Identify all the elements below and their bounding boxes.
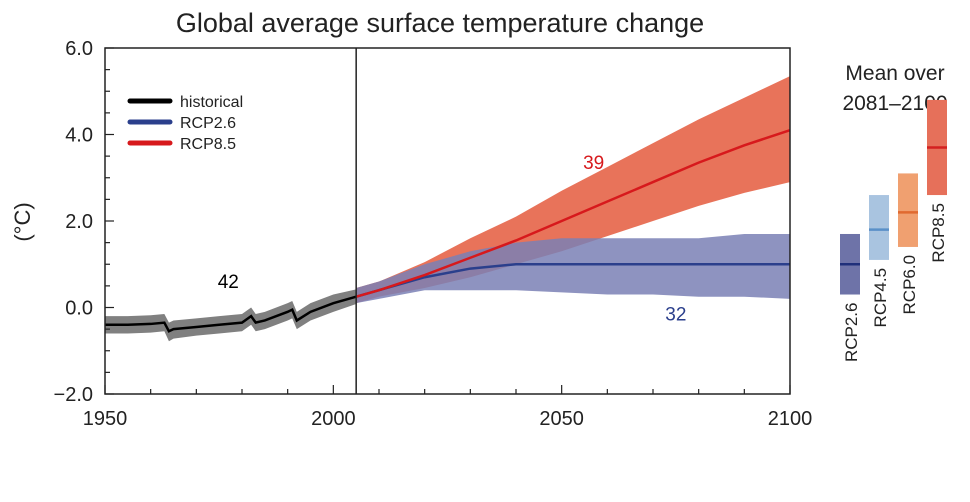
panel-subtitle: 2081–2100 (842, 92, 947, 115)
legend-label: RCP2.6 (180, 115, 236, 132)
line-rcp85 (355, 128, 791, 298)
band-rcp26 (356, 233, 790, 304)
range-bar-rcp45 (869, 195, 889, 260)
legend-label: RCP8.5 (180, 136, 236, 153)
y-tick-label: 0.0 (65, 298, 93, 320)
model-count-rcp26: 32 (665, 304, 686, 325)
legend-label: historical (180, 94, 243, 111)
panel-title: Mean over (845, 62, 944, 85)
range-bar-label: RCP6.0 (900, 255, 919, 315)
y-tick-label: −2.0 (54, 384, 93, 406)
band-rcp85 (356, 76, 790, 304)
y-axis-label: (°C) (10, 202, 35, 241)
x-tick-label: 2050 (539, 408, 584, 430)
x-tick-label: 2100 (768, 408, 813, 430)
y-tick-label: 4.0 (65, 125, 93, 147)
line-rcp26 (355, 263, 790, 298)
model-count-historical: 42 (218, 272, 239, 293)
model-count-rcp85: 39 (583, 153, 604, 174)
range-bar-label: RCP8.5 (929, 203, 948, 263)
range-bar-label: RCP2.6 (842, 303, 861, 363)
y-tick-label: 6.0 (65, 38, 93, 60)
line-historical (105, 295, 357, 333)
x-tick-label: 2000 (311, 408, 356, 430)
band-historical (105, 289, 357, 342)
range-bar-rcp60 (898, 173, 918, 247)
y-tick-label: 2.0 (65, 211, 93, 233)
x-tick-label: 1950 (83, 408, 128, 430)
chart-title: Global average surface temperature chang… (176, 8, 704, 38)
range-bar-label: RCP4.5 (871, 268, 890, 328)
